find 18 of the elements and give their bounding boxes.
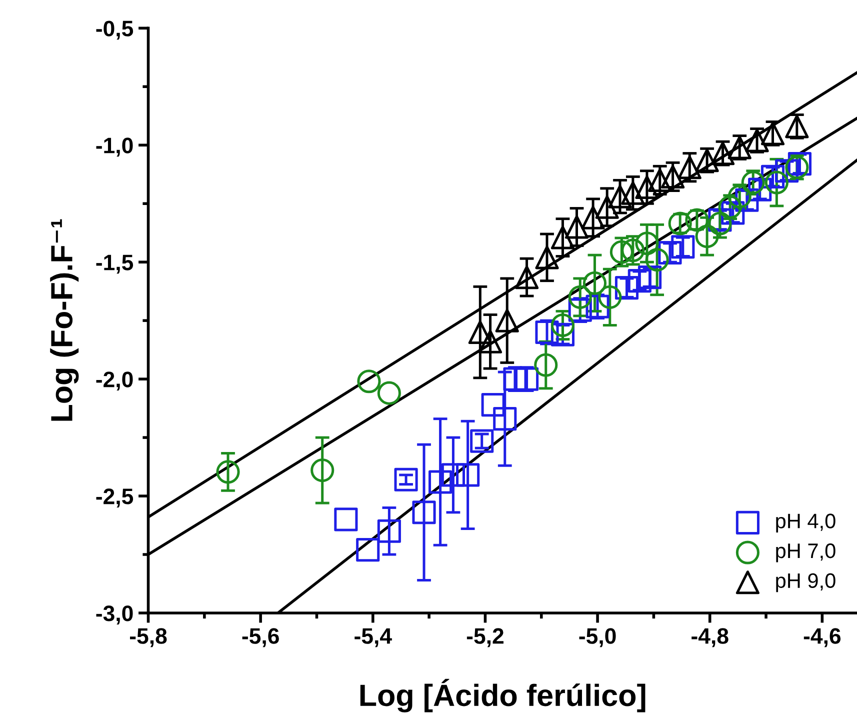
x-tick-label: -5,4: [354, 628, 392, 648]
y-tick-label: -0,5: [96, 20, 134, 40]
y-tick-label: -3,0: [96, 606, 133, 624]
y-tick-label: -1,0: [96, 138, 133, 157]
legend-label: pH 7,0: [776, 543, 836, 562]
y-tick-label: -2,5: [96, 488, 134, 508]
x-tick-label: -5,6: [242, 628, 279, 648]
y-tick-label: -1,5: [96, 254, 134, 274]
legend-label: pH 4,0: [776, 514, 836, 532]
x-tick-label: -5,8: [130, 628, 167, 648]
y-tick-label: -2,0: [96, 372, 133, 391]
x-tick-label: -5,0: [579, 628, 616, 648]
x-tick-label: -4,8: [692, 628, 728, 648]
x-tick-label: -4,6: [804, 628, 841, 648]
y-axis-title: Log (Fo-F).F⁻¹: [50, 219, 79, 421]
legend-label: pH 9,0: [776, 573, 836, 592]
x-axis-title: Log [Ácido ferúlico]: [360, 678, 646, 712]
x-tick-label: -5,2: [466, 628, 504, 648]
